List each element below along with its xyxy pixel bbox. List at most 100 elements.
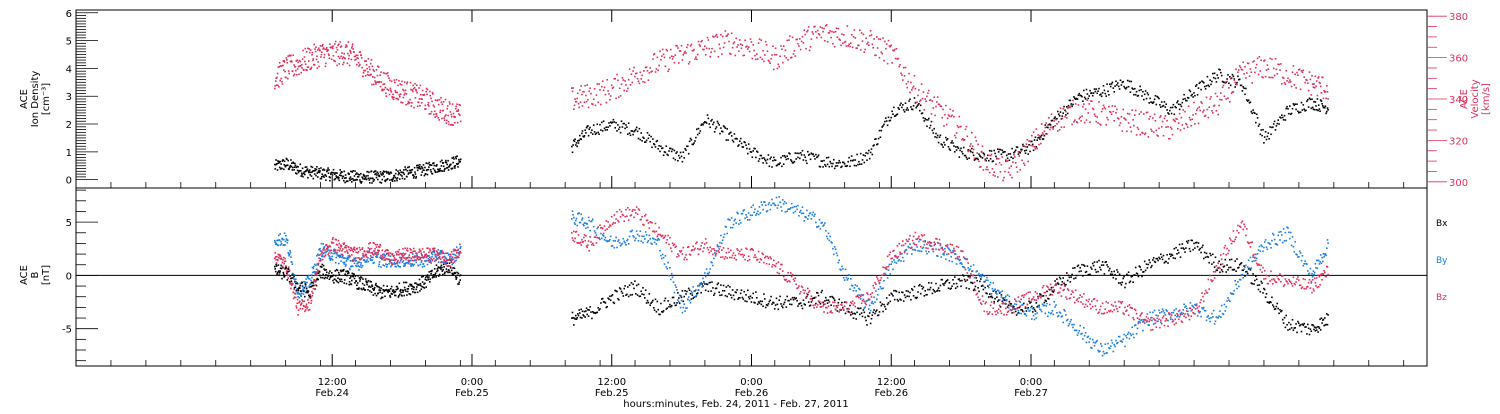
field-bx-point: [751, 301, 753, 303]
field-bx-point: [851, 311, 853, 313]
velocity-tick-label: 320: [1449, 136, 1468, 147]
density-point: [1112, 82, 1114, 84]
field-bx-point: [334, 278, 336, 280]
density-point: [369, 182, 371, 184]
velocity-point: [717, 36, 719, 38]
velocity-point: [373, 70, 375, 72]
field-bx-point: [281, 278, 283, 280]
density-point: [1186, 100, 1188, 102]
field-bx-point: [335, 275, 337, 277]
velocity-point: [388, 89, 390, 91]
velocity-point: [1300, 89, 1302, 91]
field-by-point: [919, 250, 921, 252]
density-point: [836, 162, 838, 164]
field-bx-point: [354, 282, 356, 284]
velocity-point: [672, 58, 674, 60]
velocity-point: [960, 126, 962, 128]
field-by-point: [755, 214, 757, 216]
field-bx-point: [624, 285, 626, 287]
field-bx-point: [1146, 263, 1148, 265]
velocity-point: [1103, 105, 1105, 107]
density-point: [1308, 106, 1310, 108]
field-bx-point: [721, 294, 723, 296]
field-bx-point: [1187, 242, 1189, 244]
velocity-point: [1114, 106, 1116, 108]
density-point: [428, 166, 430, 168]
velocity-point: [403, 94, 405, 96]
velocity-point: [448, 121, 450, 123]
velocity-point: [416, 92, 418, 94]
field-by-point: [313, 266, 315, 268]
field-bx-point: [850, 314, 852, 316]
density-point: [759, 158, 761, 160]
field-by-point: [805, 217, 807, 219]
density-point: [1096, 93, 1098, 95]
field-by-point: [632, 230, 634, 232]
velocity-point: [1249, 75, 1251, 77]
velocity-point: [1199, 106, 1201, 108]
velocity-point: [580, 85, 582, 87]
velocity-point: [376, 69, 378, 71]
field-by-point: [835, 248, 837, 250]
velocity-point: [1233, 91, 1235, 93]
field-bx-point: [357, 275, 359, 277]
field-by-point: [322, 256, 324, 258]
field-bx-point: [934, 291, 936, 293]
field-bx-point: [1175, 247, 1177, 249]
velocity-point: [778, 66, 780, 68]
velocity-point: [747, 48, 749, 50]
field-by-point: [609, 239, 611, 241]
velocity-point: [718, 44, 720, 46]
field-bx-point: [656, 311, 658, 313]
density-point: [1214, 73, 1216, 75]
velocity-point: [1301, 70, 1303, 72]
field-bx-point: [291, 277, 293, 279]
velocity-point: [1148, 136, 1150, 138]
field-by-point: [719, 242, 721, 244]
density-point: [408, 166, 410, 168]
velocity-point: [1180, 129, 1182, 131]
density-point: [423, 164, 425, 166]
density-point: [854, 165, 856, 167]
field-bx-point: [578, 309, 580, 311]
field-bx-point: [582, 311, 584, 313]
velocity-point: [639, 83, 641, 85]
velocity-point: [1061, 126, 1063, 128]
density-point: [958, 147, 960, 149]
velocity-point: [913, 86, 915, 88]
velocity-point: [312, 52, 314, 54]
density-point: [743, 146, 745, 148]
density-point: [294, 163, 296, 165]
field-by-point: [296, 281, 298, 283]
field-by-point: [1088, 336, 1090, 338]
field-by-point: [1129, 338, 1131, 340]
density-point: [948, 146, 950, 148]
velocity-point: [409, 99, 411, 101]
field-bx-point: [732, 289, 734, 291]
field-by-point: [1064, 310, 1066, 312]
field-by-point: [991, 293, 993, 295]
density-point: [903, 109, 905, 111]
field-bx-point: [356, 288, 358, 290]
density-point: [898, 108, 900, 110]
velocity-point: [894, 49, 896, 51]
velocity-point: [348, 55, 350, 57]
velocity-point: [1017, 171, 1019, 173]
velocity-point: [1275, 58, 1277, 60]
field-by-point: [362, 265, 364, 267]
velocity-point: [683, 52, 685, 54]
density-point: [888, 117, 890, 119]
field-bx-point: [361, 277, 363, 279]
field-bx-point: [849, 305, 851, 307]
field-by-point: [882, 287, 884, 289]
density-point: [993, 160, 995, 162]
velocity-point: [284, 71, 286, 73]
velocity-point: [1293, 65, 1295, 67]
velocity-point: [301, 64, 303, 66]
field-bx-point: [1078, 265, 1080, 267]
field-by-point: [1000, 292, 1002, 294]
field-by-point: [770, 204, 772, 206]
field-bx-point: [306, 288, 308, 290]
field-bx-point: [320, 277, 322, 279]
field-bx-point: [898, 292, 900, 294]
